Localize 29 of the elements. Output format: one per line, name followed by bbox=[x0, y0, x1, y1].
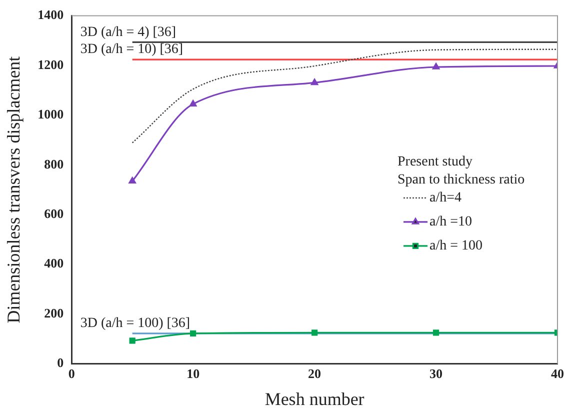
y-tick-label: 1200 bbox=[38, 56, 64, 72]
point bbox=[311, 330, 318, 336]
x-tick-label: 0 bbox=[68, 366, 75, 381]
series-label: 3D (a/h = 10) [36] bbox=[80, 42, 184, 58]
series-label: 3D (a/h = 4) [36] bbox=[80, 24, 176, 40]
y-tick-label: 0 bbox=[57, 355, 64, 370]
point bbox=[129, 338, 136, 344]
y-tick-label: 800 bbox=[44, 156, 64, 172]
series-label: 3D (a/h = 100) [36] bbox=[80, 316, 190, 332]
point bbox=[432, 63, 440, 70]
point bbox=[190, 330, 196, 337]
point bbox=[432, 330, 440, 336]
legend-label: a/h=4 bbox=[430, 190, 462, 206]
x-axis-title: Mesh number bbox=[264, 388, 364, 409]
point bbox=[128, 177, 136, 184]
y-tick-label: 400 bbox=[44, 256, 64, 271]
x-tick-label: 10 bbox=[186, 366, 200, 381]
point bbox=[310, 78, 318, 86]
x-tick-label: 40 bbox=[551, 366, 564, 381]
x-tick-label: 20 bbox=[308, 366, 322, 381]
y-tick-label: 1000 bbox=[38, 106, 64, 122]
y-tick-label: 600 bbox=[44, 206, 64, 222]
y-tick-label: 1400 bbox=[38, 7, 64, 22]
point bbox=[190, 100, 197, 106]
x-tick-label: 30 bbox=[430, 366, 443, 381]
legend-label: a/h = 100 bbox=[430, 238, 482, 254]
legend-label: a/h =10 bbox=[430, 214, 472, 230]
y-axis-title: Dimensionless transvers displacment bbox=[4, 56, 24, 324]
y-tick-label: 200 bbox=[44, 305, 64, 320]
